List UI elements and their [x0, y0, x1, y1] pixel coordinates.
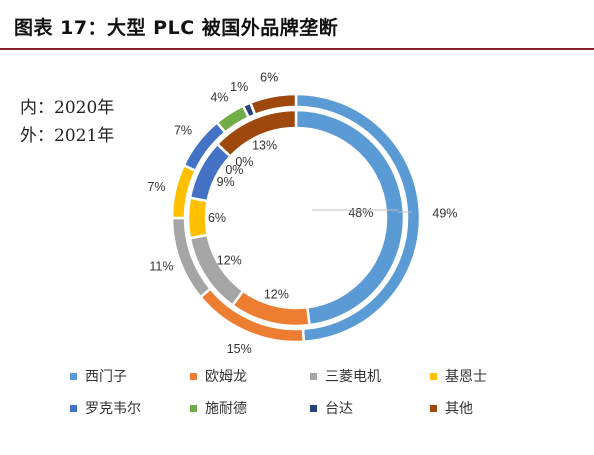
- legend-label-siemens: 西门子: [85, 369, 127, 385]
- legend-swatch-siemens: [70, 372, 77, 380]
- inner-data-label-mitsubishi: 12%: [217, 253, 242, 267]
- legend-item-schneider: 施耐德: [190, 398, 310, 418]
- figure-title: 图表 17：大型 PLC 被国外品牌垄断: [14, 17, 339, 39]
- outer-ring-note: 外：2021年: [20, 126, 115, 146]
- legend-swatch-omron: [190, 372, 197, 380]
- legend-label-delta: 台达: [325, 401, 353, 417]
- inner-data-label-schneider: 0%: [235, 155, 253, 169]
- figure-title-bar: 图表 17：大型 PLC 被国外品牌垄断: [0, 0, 594, 50]
- legend-item-omron: 欧姆龙: [190, 366, 310, 386]
- legend-swatch-mitsubishi: [310, 372, 317, 380]
- outer-ring-slice-other: [248, 92, 298, 117]
- legend-label-other: 其他: [445, 401, 473, 417]
- inner-data-label-other: 13%: [252, 138, 277, 152]
- outer-data-label-other: 6%: [260, 71, 278, 85]
- legend-item-other: 其他: [430, 398, 550, 418]
- inner-data-label-keyence: 6%: [208, 211, 226, 225]
- legend-swatch-rockwell: [70, 404, 77, 412]
- legend-label-mitsubishi: 三菱电机: [325, 369, 381, 385]
- inner-ring-slice-keyence: [186, 196, 210, 240]
- chart-legend: 西门子 欧姆龙 三菱电机 基恩士罗克韦尔 施耐德 台达 其他: [70, 366, 550, 418]
- legend-item-siemens: 西门子: [70, 366, 190, 386]
- legend-swatch-other: [430, 404, 437, 412]
- inner-ring-note: 内：2020年: [20, 98, 115, 118]
- outer-data-label-siemens: 49%: [432, 207, 457, 221]
- outer-data-label-schneider: 4%: [210, 90, 228, 104]
- inner-ring-slice-other: [215, 108, 298, 159]
- legend-item-mitsubishi: 三菱电机: [310, 366, 430, 386]
- outer-data-label-rockwell: 7%: [174, 123, 192, 137]
- outer-data-label-omron: 15%: [227, 342, 252, 356]
- legend-item-keyence: 基恩士: [430, 366, 550, 386]
- legend-swatch-schneider: [190, 404, 197, 412]
- legend-swatch-delta: [310, 404, 317, 412]
- outer-data-label-keyence: 7%: [147, 180, 165, 194]
- ring-year-note: 内：2020年 外：2021年: [20, 94, 114, 150]
- legend-swatch-keyence: [430, 372, 437, 380]
- legend-label-rockwell: 罗克韦尔: [85, 401, 141, 417]
- inner-data-label-siemens: 48%: [348, 206, 373, 220]
- inner-data-label-delta: 0%: [225, 163, 243, 177]
- outer-data-label-mitsubishi: 11%: [149, 259, 173, 273]
- legend-item-delta: 台达: [310, 398, 430, 418]
- legend-item-rockwell: 罗克韦尔: [70, 398, 190, 418]
- inner-data-label-omron: 12%: [264, 288, 289, 302]
- legend-label-omron: 欧姆龙: [205, 369, 247, 385]
- inner-data-label-rockwell: 9%: [217, 175, 235, 189]
- outer-data-label-delta: 1%: [230, 80, 248, 94]
- legend-label-schneider: 施耐德: [205, 401, 247, 417]
- legend-label-keyence: 基恩士: [445, 369, 487, 385]
